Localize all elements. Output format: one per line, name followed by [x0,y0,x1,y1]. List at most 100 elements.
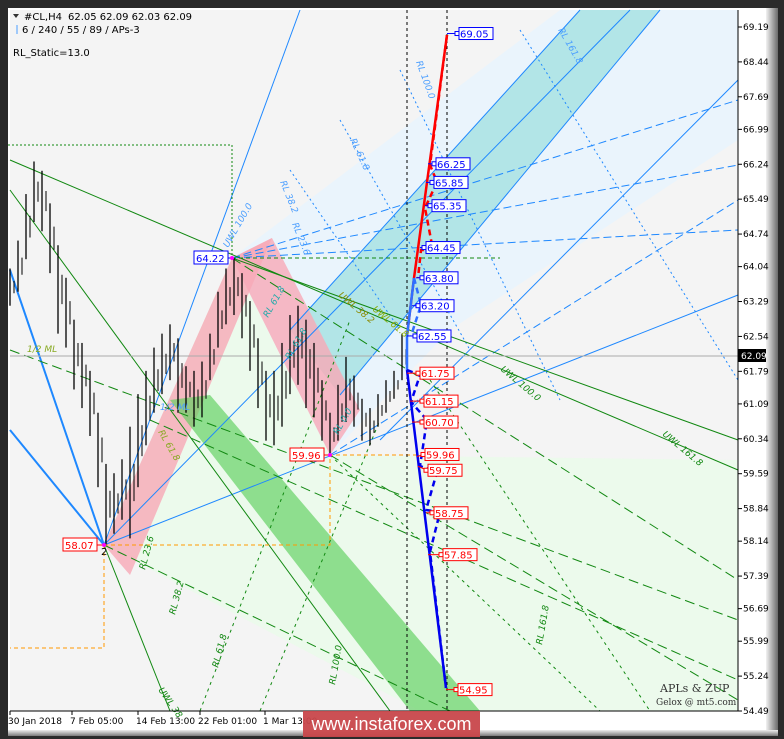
line-label: 1/2 ML [27,345,57,355]
y-tick-label: 64.04 [743,263,769,273]
y-tick-label: 64.74 [743,230,769,240]
level-anchor [438,552,444,558]
level-box [423,415,459,429]
level-box [433,506,469,520]
pivot-dot [102,543,106,547]
level-label: 59.96 [426,450,455,461]
price-bars [9,161,407,545]
y-tick-label: 66.24 [743,160,769,170]
level-anchor [415,303,421,309]
level-box [419,299,455,313]
level-anchor [419,419,425,425]
level-label: 57.85 [444,551,473,562]
collapse-triangle-icon[interactable] [13,14,19,18]
current-price-label: 62.09 [741,352,767,362]
level-label: 62.55 [418,332,447,343]
level-label: 64.45 [427,244,456,255]
level-label: 59.75 [429,466,458,477]
level-box [433,175,469,189]
level-label: 69.05 [460,30,489,41]
level-anchor [429,179,435,185]
current-price-box [738,349,766,362]
level-label: 61.15 [425,397,454,408]
level-label: 66.25 [437,160,466,171]
y-tick-label: 55.99 [743,637,769,647]
y-tick-label: 58.84 [743,505,769,515]
frame-shade [766,8,778,730]
level-box [419,366,455,380]
target-levels: 69.05 66.25 65.85 65.35 64.45 63.80 63.20 62.55… [407,27,494,697]
up-dashed-red [416,34,449,279]
level-box [442,548,478,562]
level-anchor [454,31,460,37]
symbol-name: #CL,H4 [24,12,62,23]
level-anchor [421,245,427,251]
level-anchor [423,467,429,473]
y-tick-label: 63.29 [743,298,769,308]
ohlc-values: 62.05 62.09 62.03 62.09 [68,12,192,23]
pivot-label: 64.22 [196,254,225,265]
level-box [416,329,452,343]
level-anchor [420,451,426,457]
y-tick-label: 56.69 [743,605,769,615]
y-tick-label: 59.59 [743,470,769,480]
down-solid [405,369,448,689]
pivot-label: 58.07 [65,541,94,552]
level-anchor [431,161,437,167]
price-axis[interactable]: 69.19 68.44 67.69 66.99 66.24 65.49 64.74 64.04… [738,23,769,717]
pivot-dot [230,256,234,260]
y-tick-label: 60.34 [743,435,769,445]
level-label: 58.75 [435,509,464,520]
pivot-number: 2 [101,547,107,558]
level-box [423,394,459,408]
y-tick-label: 66.99 [743,125,769,135]
time-axis[interactable]: 30 Jan 2018 7 Feb 05:00 14 Feb 13:00 22 Feb… [8,711,318,727]
level-box [423,271,459,285]
level-label: 54.95 [459,686,488,697]
watermark[interactable]: www.instaforex.com [303,711,480,737]
pivot-labels: 64.22 58.07 59.96 2 [62,250,332,558]
level-anchor [427,203,433,209]
level-anchor [453,687,459,693]
x-tick-label: 7 Feb 05:00 [70,717,124,727]
level-box [435,157,471,171]
symbol-label: #CL,H4 62.05 62.09 62.03 62.09 [24,12,192,23]
cyan-channel [290,10,660,395]
pink-channel-2 [232,238,360,455]
level-label: 63.80 [425,274,454,285]
x-tick-label: 14 Feb 13:00 [136,717,195,727]
level-label: 61.75 [421,369,450,380]
level-anchor [415,370,421,376]
y-tick-label: 55.24 [743,672,769,682]
level-anchor [419,275,425,281]
x-tick-label: 22 Feb 01:00 [198,717,257,727]
credits-title: APLs & ZUP [659,682,730,695]
level-box [427,463,463,477]
x-tick-label: 1 Mar 13:00 [263,717,318,727]
credits-author: Gelox @ mt5.com [656,698,737,708]
y-tick-label: 57.39 [743,572,769,582]
y-tick-label: 67.69 [743,93,769,103]
pivot-label: 59.96 [292,451,321,462]
level-label: 65.85 [435,178,464,189]
level-box [458,27,494,41]
level-label: 63.20 [421,302,450,313]
y-tick-label: 61.79 [743,367,769,377]
level-anchor [429,510,435,516]
line-label: 1/2 ML [160,403,190,413]
level-box [431,199,467,213]
indicator-params: 6 / 240 / 55 / 89 / APs-3 [22,25,140,36]
y-tick-label: 69.19 [743,23,769,33]
x-tick-label: 30 Jan 2018 [8,717,62,727]
level-box [425,241,461,255]
level-box [424,447,460,461]
y-tick-label: 54.49 [743,707,769,717]
y-tick-label: 58.14 [743,537,769,547]
pivot-dot [328,453,332,457]
level-label: 60.70 [425,418,454,429]
y-tick-label: 62.54 [743,332,769,342]
level-box [457,683,493,697]
y-tick-label: 61.09 [743,400,769,410]
